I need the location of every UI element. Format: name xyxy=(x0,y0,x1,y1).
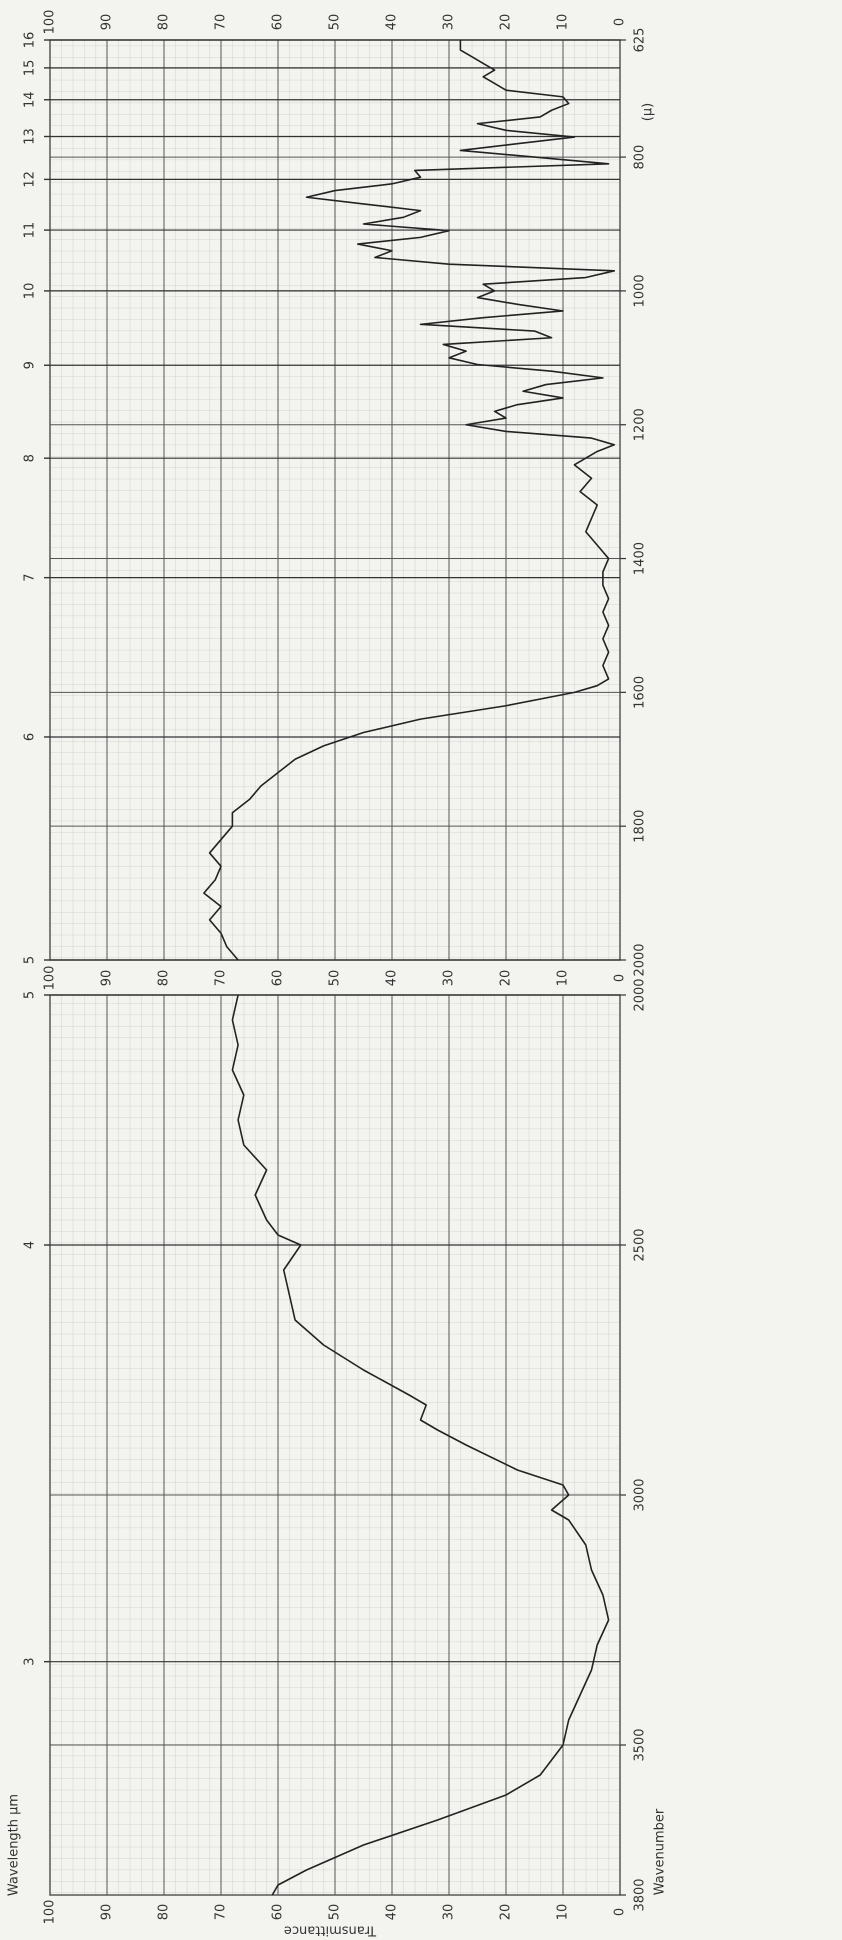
x2-tick-label: 11 xyxy=(23,222,38,239)
y-tick-label: 100 xyxy=(43,1900,58,1925)
y-axis-title: Transmittance xyxy=(284,1923,377,1938)
x-tick-label: 2000 xyxy=(633,943,648,976)
y-tick-label: 0 xyxy=(613,974,628,982)
y-tick-label: 10 xyxy=(556,14,571,31)
x2-tick-label: 3 xyxy=(23,1658,38,1666)
x2-tick-label: 12 xyxy=(23,171,38,188)
y-tick-label: 40 xyxy=(385,14,400,31)
x2-tick-label: 8 xyxy=(23,454,38,462)
y-tick-label: 50 xyxy=(328,970,343,987)
x2-tick-label: 10 xyxy=(23,283,38,300)
y-tick-label: 90 xyxy=(100,1904,115,1921)
y-tick-label: 80 xyxy=(157,1904,172,1921)
y-tick-label: 0 xyxy=(613,1908,628,1916)
x-tick-label: 3800 xyxy=(633,1878,648,1911)
y-tick-label: 50 xyxy=(328,1904,343,1921)
y-tick-label: 60 xyxy=(271,14,286,31)
x-tick-label: 2500 xyxy=(633,1228,648,1261)
x-tick-label: 1200 xyxy=(633,408,648,441)
y-tick-label: 10 xyxy=(556,970,571,987)
x2-axis-title: Wavelength µm xyxy=(7,1794,22,1896)
x-tick-label: 800 xyxy=(633,145,648,170)
x2-tick-label: 5 xyxy=(23,956,38,964)
x2-tick-label: 15 xyxy=(23,60,38,77)
y-tick-label: 90 xyxy=(100,970,115,987)
x-tick-label: 2000 xyxy=(633,978,648,1011)
x2-tick-label: 16 xyxy=(23,32,38,49)
y-tick-label: 20 xyxy=(499,970,514,987)
y-tick-label: 90 xyxy=(100,14,115,31)
unit-note: (μ) xyxy=(641,103,656,121)
x-tick-label: 1600 xyxy=(633,676,648,709)
x2-tick-label: 13 xyxy=(23,128,38,145)
y-tick-label: 30 xyxy=(442,14,457,31)
x2-tick-label: 9 xyxy=(23,361,38,369)
x-tick-label: 625 xyxy=(633,28,648,53)
x2-tick-label: 6 xyxy=(23,733,38,741)
x-tick-label: 1400 xyxy=(633,542,648,575)
y-tick-label: 50 xyxy=(328,14,343,31)
y-tick-label: 60 xyxy=(271,1904,286,1921)
x-tick-label: 1800 xyxy=(633,810,648,843)
y-tick-label: 80 xyxy=(157,14,172,31)
spectrum-line xyxy=(231,994,610,1896)
x-axis-title: Wavenumber xyxy=(653,1808,668,1895)
y-tick-label: 100 xyxy=(43,966,58,991)
y-tick-label: 70 xyxy=(214,14,229,31)
x-tick-label: 3500 xyxy=(633,1728,648,1761)
x-tick-label: 1000 xyxy=(633,274,648,307)
y-tick-label: 80 xyxy=(157,970,172,987)
y-tick-label: 0 xyxy=(613,18,628,26)
y-tick-label: 70 xyxy=(214,1904,229,1921)
y-tick-label: 20 xyxy=(499,1904,514,1921)
y-tick-label: 40 xyxy=(385,1904,400,1921)
x2-tick-label: 14 xyxy=(23,91,38,108)
x2-tick-label: 7 xyxy=(23,574,38,582)
spectrum-line xyxy=(203,40,616,961)
y-tick-label: 40 xyxy=(385,970,400,987)
y-tick-label: 20 xyxy=(499,14,514,31)
y-tick-label: 30 xyxy=(442,970,457,987)
x-tick-label: 3000 xyxy=(633,1478,648,1511)
y-tick-label: 70 xyxy=(214,970,229,987)
y-tick-label: 30 xyxy=(442,1904,457,1921)
y-tick-label: 100 xyxy=(43,10,58,35)
x2-tick-label: 5 xyxy=(23,991,38,999)
x2-tick-label: 4 xyxy=(23,1241,38,1249)
y-tick-label: 10 xyxy=(556,1904,571,1921)
y-tick-label: 60 xyxy=(271,970,286,987)
